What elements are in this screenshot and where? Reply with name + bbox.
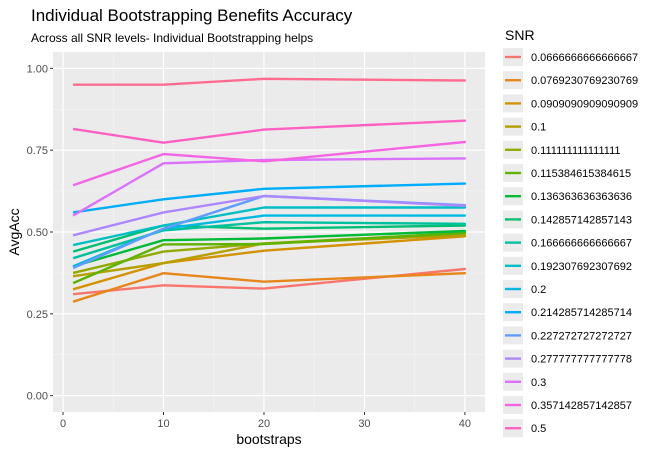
series-line xyxy=(72,221,467,260)
legend-label: 0.0909090909090909 xyxy=(531,98,638,110)
legend-label: 0.166666666666667 xyxy=(531,238,632,250)
series-line xyxy=(72,140,467,187)
legend-label: 0.0666666666666667 xyxy=(531,52,638,64)
legend-label: 0.357142857142857 xyxy=(531,400,632,412)
chart-subtitle: Across all SNR levels- Individual Bootst… xyxy=(31,31,313,45)
y-axis: 0.00 0.25 0.50 0.75 1.00 xyxy=(27,63,53,403)
series-line xyxy=(72,272,467,303)
y-tick-label: 1.00 xyxy=(27,63,48,75)
legend-label: 0.111111111111111 xyxy=(531,145,621,157)
x-tick-label: 30 xyxy=(358,418,370,430)
legend-label: 0.3 xyxy=(531,377,546,389)
x-axis: 0 10 20 30 40 xyxy=(60,412,471,430)
series-line xyxy=(72,194,467,237)
legend-label: 0.142857142857143 xyxy=(531,214,632,226)
legend-label: 0.115384615384615 xyxy=(531,168,631,180)
y-tick-label: 0.50 xyxy=(27,227,48,239)
x-tick-label: 20 xyxy=(258,418,270,430)
legend-label: 0.214285714285714 xyxy=(531,307,632,319)
y-tick-label: 0.00 xyxy=(27,391,48,403)
y-tick-label: 0.25 xyxy=(27,309,48,321)
y-tick-label: 0.75 xyxy=(27,145,48,157)
series-line xyxy=(72,157,467,217)
legend-label: 0.0769230769230769 xyxy=(531,75,638,87)
legend-label: 0.192307692307692 xyxy=(531,261,632,273)
series-line xyxy=(72,182,467,214)
series-lines xyxy=(72,77,467,303)
x-tick-label: 0 xyxy=(60,418,66,430)
series-line xyxy=(72,229,467,268)
legend-label: 0.2 xyxy=(531,284,546,296)
legend-label: 0.5 xyxy=(531,423,546,435)
x-tick-label: 40 xyxy=(459,418,471,430)
x-tick-label: 10 xyxy=(157,418,169,430)
chart-title: Individual Bootstrapping Benefits Accura… xyxy=(31,6,353,25)
legend-label: 0.1 xyxy=(531,122,546,134)
x-axis-title: bootstraps xyxy=(236,431,301,447)
series-line xyxy=(73,77,467,86)
legend: 0.0666666666666667 0.0769230769230769 0.09… xyxy=(503,48,638,438)
legend-label: 0.227272727272727 xyxy=(531,330,632,342)
series-line xyxy=(72,206,467,247)
series-line xyxy=(72,234,467,278)
series-line xyxy=(72,231,467,285)
series-line xyxy=(72,267,467,296)
major-gridlines xyxy=(53,52,485,412)
y-axis-title: AvgAcc xyxy=(6,208,22,255)
series-line xyxy=(72,119,467,144)
legend-label: 0.277777777777778 xyxy=(531,354,632,366)
legend-label: 0.136363636363636 xyxy=(531,191,632,203)
legend-title: SNR xyxy=(505,27,535,43)
